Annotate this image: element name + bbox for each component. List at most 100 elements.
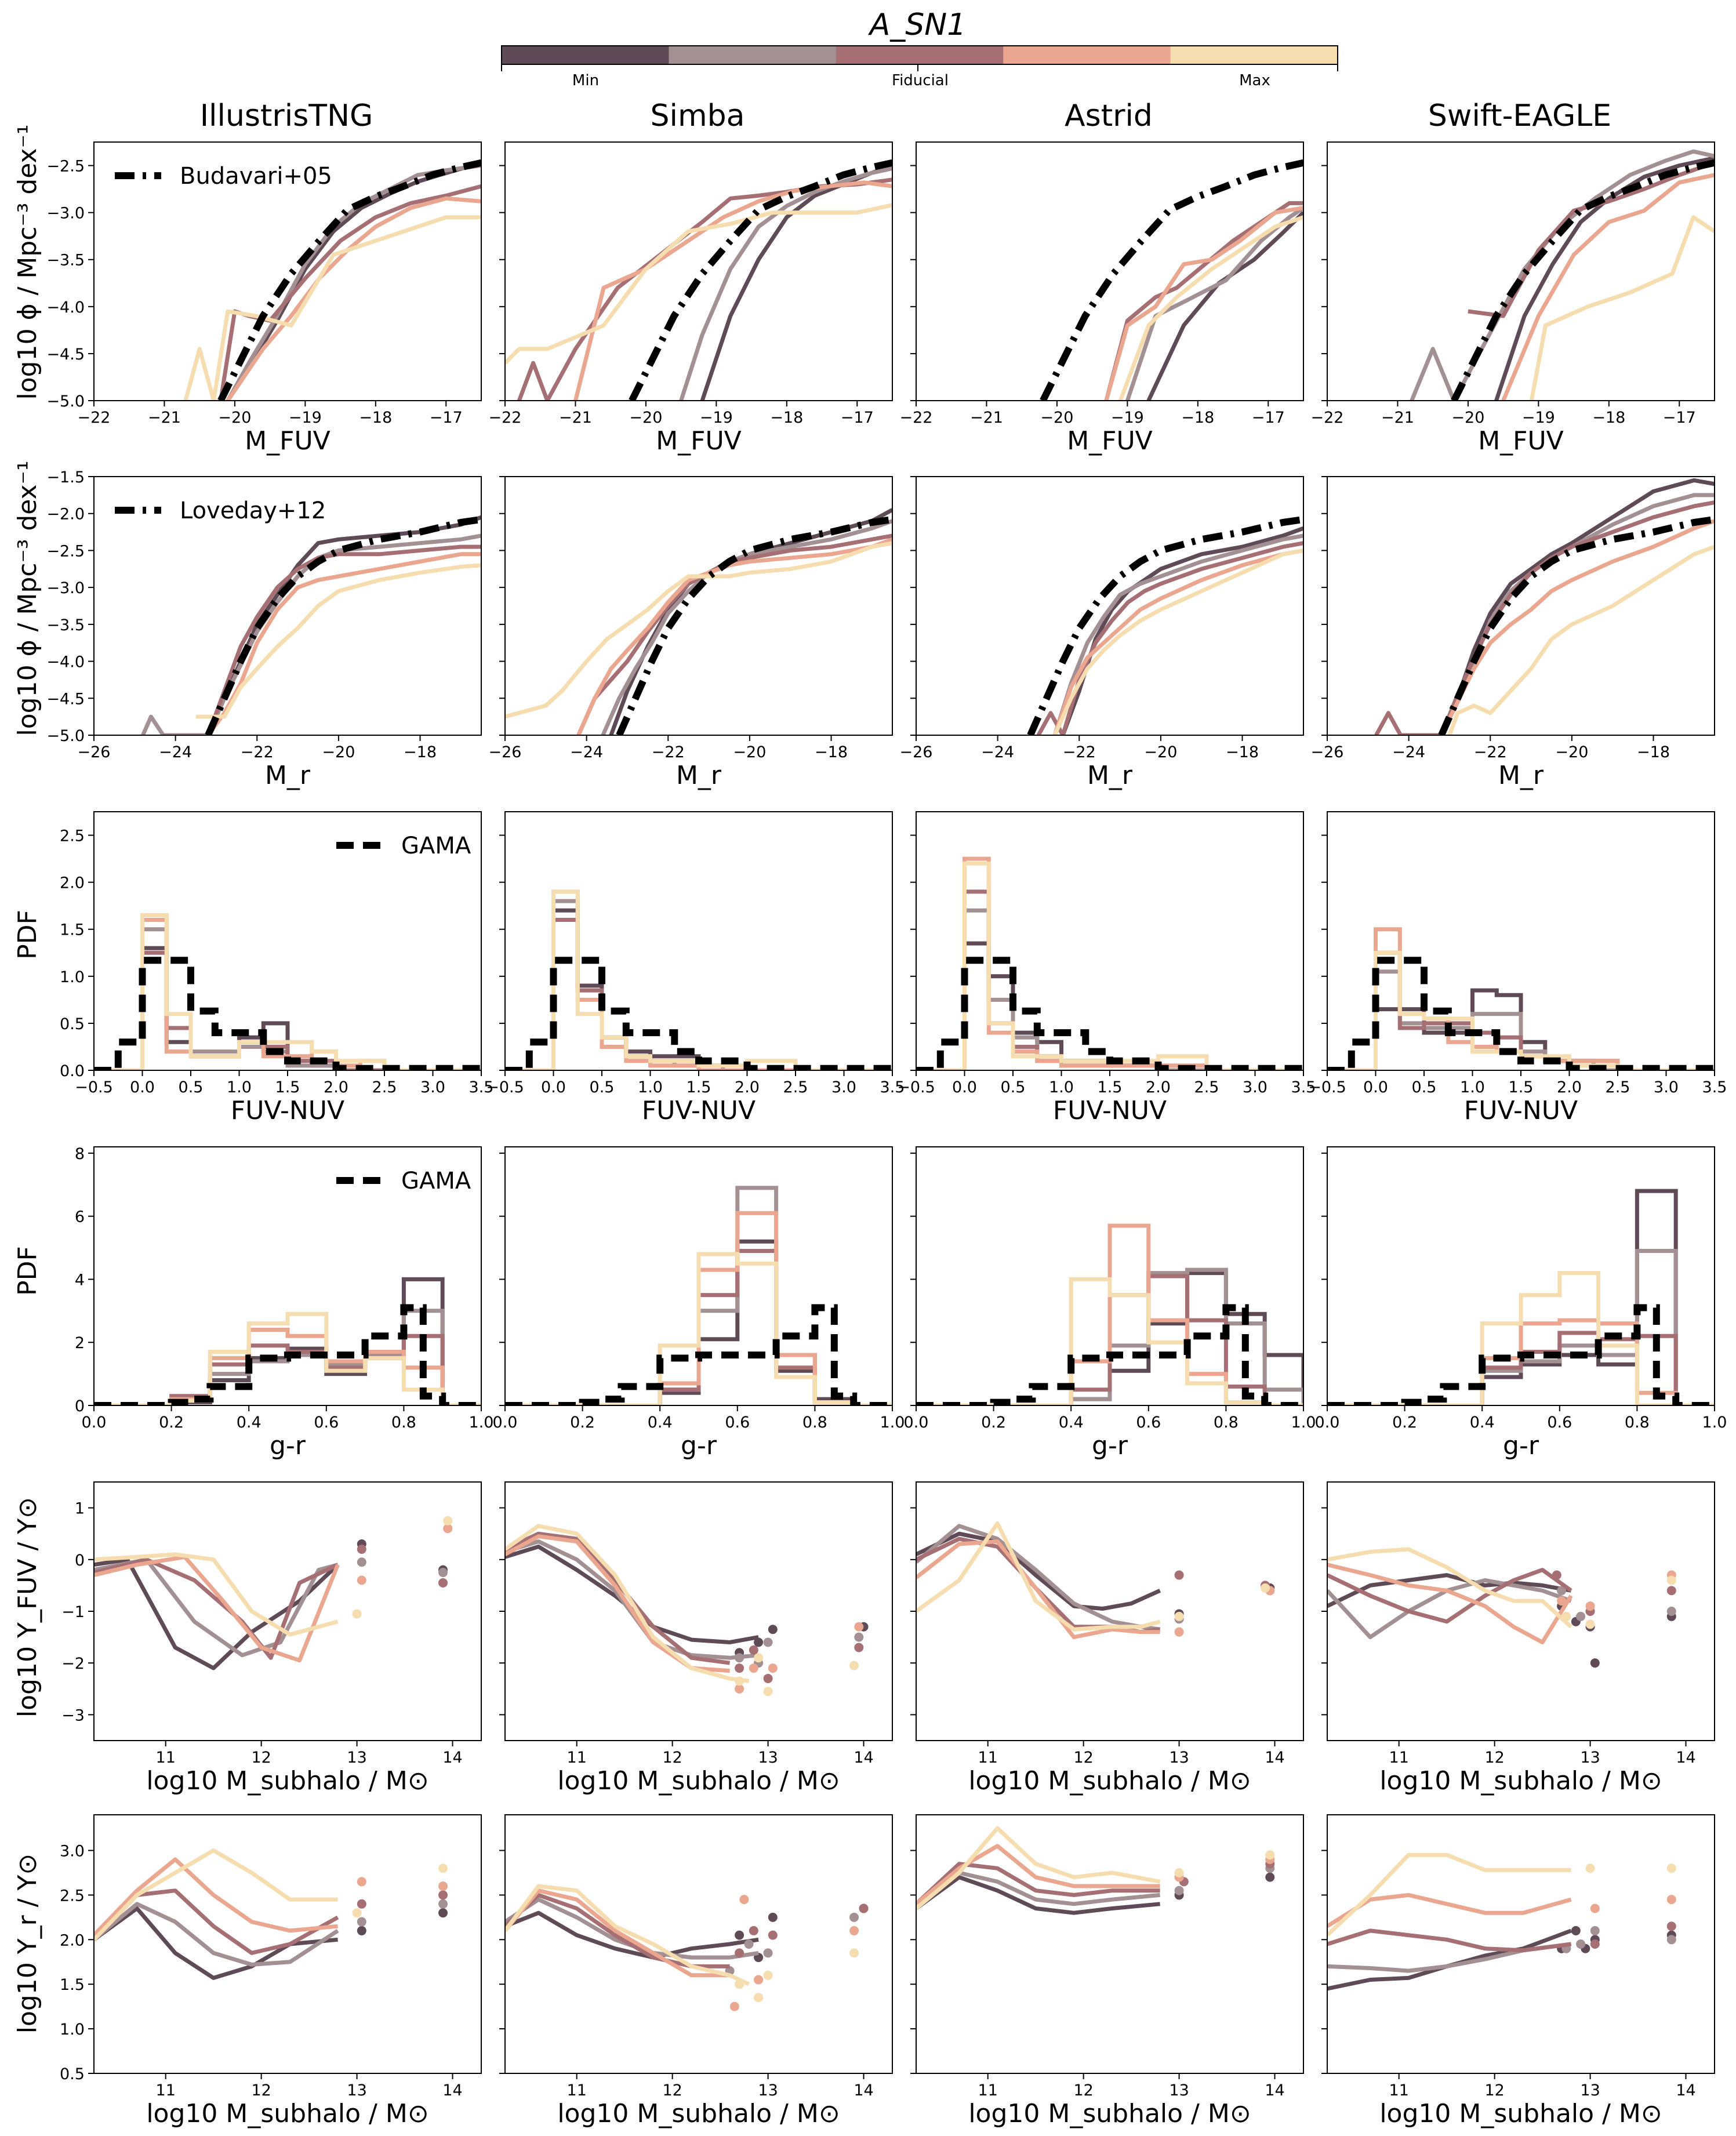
scatter-point-2-0 <box>357 1544 366 1554</box>
panel-r_lf-0: −26 −24 −22 −20 −18 −5.0 −4.5 −4.0 −3.5 −3.0 −2.5 −… <box>46 468 482 790</box>
y-tick-label: 2.0 <box>60 1931 85 1949</box>
scatter-point-3-3 <box>849 1926 859 1935</box>
panel-g_r_pdf-3: 0.0 0.2 0.4 0.6 0.8 1.0 g-r <box>1315 1146 1727 1461</box>
x-tick-label: 11 <box>1389 1749 1409 1767</box>
scatter-point-3-0 <box>1174 1627 1184 1637</box>
series-line-4 <box>195 563 481 719</box>
series-line-4 <box>94 913 481 1070</box>
x-axis-label: log10 M_subhalo / M⊙ <box>1379 2099 1662 2128</box>
y-tick-label: 0 <box>75 1552 85 1570</box>
series-line-4 <box>94 1848 338 1941</box>
x-tick-label: 11 <box>567 2081 587 2099</box>
panel-r_lf-1: −26 −24 −22 −20 −18 M_r <box>489 476 893 790</box>
x-tick-label: 3.0 <box>831 1078 856 1096</box>
observation-line <box>916 1304 1303 1405</box>
x-tick-label: 0.4 <box>1059 1414 1084 1432</box>
x-tick-label: −24 <box>159 743 192 761</box>
observation-line <box>1451 159 1715 401</box>
x-tick-label: −20 <box>629 409 662 427</box>
scatter-point-1-0 <box>357 1917 366 1927</box>
panel-frame <box>504 1146 893 1406</box>
x-tick-label: 2.0 <box>1557 1078 1582 1096</box>
x-tick-label: 11 <box>567 1749 587 1767</box>
y-tick-label: 1.0 <box>60 2021 85 2039</box>
observation-line <box>1027 515 1303 735</box>
x-tick-label: 14 <box>854 2081 873 2099</box>
series-line-3 <box>1501 173 1715 401</box>
panel-y_fuv-1: 11 12 13 14 log10 M_subhalo / M⊙ <box>499 1481 893 1796</box>
x-tick-label: 3.0 <box>1654 1078 1679 1096</box>
x-tick-label: 13 <box>1169 1749 1189 1767</box>
x-tick-label: 0.8 <box>391 1414 416 1432</box>
x-tick-label: 12 <box>1073 1749 1093 1767</box>
scatter-point-3-1 <box>443 1524 453 1534</box>
observation-line <box>616 515 892 735</box>
series-line-3 <box>916 856 1303 1070</box>
x-tick-label: 3.5 <box>469 1078 494 1096</box>
plot-area <box>916 856 1303 1070</box>
plot-area <box>505 1524 869 1697</box>
x-tick-label: 0.8 <box>802 1414 827 1432</box>
x-tick-label: 11 <box>1389 2081 1409 2099</box>
x-tick-label: 0.6 <box>1136 1414 1161 1432</box>
panel-y_fuv-2: 11 12 13 14 log10 M_subhalo / M⊙ <box>910 1481 1304 1796</box>
scatter-point-1-1 <box>438 1899 448 1909</box>
panel-fuv_lf-2: −22 −21 −20 −19 −18 −17 M_FUV <box>900 141 1304 456</box>
y-tick-label: −4.5 <box>46 690 85 708</box>
scatter-point-1-3 <box>1666 1935 1676 1945</box>
x-tick-label: −20 <box>733 743 766 761</box>
x-tick-label: 0.2 <box>981 1414 1006 1432</box>
series-line-3 <box>1327 1318 1715 1405</box>
scatter-point-0-0 <box>357 1926 366 1935</box>
scatter-point-4-1 <box>754 1993 764 2003</box>
series-line-1 <box>94 1902 339 1967</box>
x-axis-label: g-r <box>681 1431 717 1461</box>
plot-area <box>1040 159 1303 401</box>
panel-fuv_lf-0: −22 −21 −20 −19 −18 −17 −5.0 −4.5 −4.0 −3.5 −3.0 −2… <box>46 141 482 456</box>
x-tick-label: 0.0 <box>493 1414 518 1432</box>
x-tick-label: −21 <box>970 409 1003 427</box>
y-tick-label: 0.0 <box>60 1062 85 1080</box>
colorbar-swatch-2 <box>836 46 1004 64</box>
x-tick-label: 3.0 <box>420 1078 445 1096</box>
colorbar-swatch-4 <box>1170 46 1338 64</box>
x-tick-label: −21 <box>1381 409 1414 427</box>
x-tick-label: −26 <box>78 743 111 761</box>
scatter-point-0-2 <box>768 1625 778 1634</box>
x-tick-label: 14 <box>442 2081 462 2099</box>
series-line-3 <box>916 1844 1160 1906</box>
x-axis-label: M_FUV <box>245 426 331 456</box>
x-tick-label: 12 <box>662 1749 682 1767</box>
x-tick-label: −24 <box>981 743 1014 761</box>
series-line-1 <box>1327 1578 1572 1640</box>
observation-line <box>217 159 481 401</box>
scatter-point-3-1 <box>749 1663 758 1673</box>
scatter-point-2-3 <box>854 1643 864 1652</box>
scatter-point-1-2 <box>1590 1926 1600 1935</box>
series-line-4 <box>94 1552 339 1637</box>
y-tick-label: 1.5 <box>60 1976 85 1994</box>
series-line-4 <box>1327 1852 1571 1937</box>
scatter-point-2-1 <box>438 1578 448 1588</box>
x-axis-label: M_r <box>1498 761 1544 790</box>
x-tick-label: −17 <box>430 409 463 427</box>
panel-frame <box>504 1814 893 2074</box>
y-tick-label: 6 <box>75 1208 85 1226</box>
x-tick-label: −19 <box>289 409 322 427</box>
y-tick-label: −4.0 <box>46 653 85 671</box>
series-line-4 <box>505 1524 750 1683</box>
x-tick-label: −21 <box>559 409 592 427</box>
legend-label: GAMA <box>401 833 471 859</box>
x-axis-label: M_r <box>265 761 311 790</box>
x-tick-label: 0.8 <box>1214 1414 1239 1432</box>
x-tick-label: 1.5 <box>275 1078 300 1096</box>
x-tick-label: −18 <box>1181 409 1214 427</box>
scatter-point-0-1 <box>1571 1926 1581 1935</box>
series-line-4 <box>916 861 1303 1070</box>
x-axis-label: M_FUV <box>1478 426 1564 456</box>
panel-y_r-0: 11 12 13 14 0.5 1.0 1.5 2.0 2.5 3.0 log10 M_subhal… <box>60 1814 482 2128</box>
x-tick-label: −0.5 <box>1308 1078 1346 1096</box>
scatter-point-1-0 <box>1557 1586 1567 1596</box>
y-tick-label: 0.5 <box>60 2065 85 2083</box>
